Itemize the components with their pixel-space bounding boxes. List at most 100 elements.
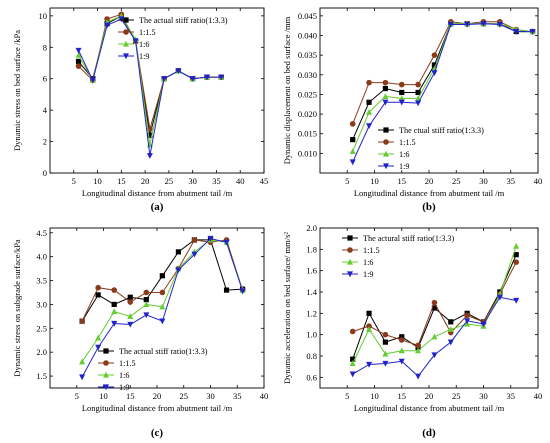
legend-marker xyxy=(103,348,109,354)
data-point xyxy=(382,360,389,367)
legend: The actual stiff ratio(1:3.3) 1:1.5 1:6 1:9 xyxy=(118,16,228,61)
chart-panel: 5 10 15 20 25 30 35 40 1.5 2.0 2.5 3.0 3.5 4.0 4.5 Long… xyxy=(12,227,269,439)
y-tick-label: 3.0 xyxy=(36,299,47,309)
legend-marker xyxy=(123,17,129,23)
data-point xyxy=(95,284,101,291)
data-point xyxy=(146,153,153,159)
data-point xyxy=(189,76,196,82)
x-tick-label: 35 xyxy=(212,176,221,186)
x-tick-label: 20 xyxy=(141,176,150,186)
legend-marker xyxy=(103,360,109,366)
data-point xyxy=(513,28,520,35)
data-point xyxy=(203,74,210,81)
data-point xyxy=(447,21,454,28)
x-tick-label: 10 xyxy=(370,176,379,186)
y-tick-label: 1.8 xyxy=(306,244,317,254)
y-tick-label: 4.0 xyxy=(36,252,47,262)
legend-label: 1:1.5 xyxy=(399,138,416,147)
legend-label: 1:1.5 xyxy=(363,246,380,255)
y-tick-label: 0.045 xyxy=(298,11,317,21)
x-axis-title: Longitudinal distance from abutment tail… xyxy=(354,188,505,198)
data-point xyxy=(79,318,85,324)
legend-marker xyxy=(383,163,389,170)
series-line xyxy=(352,23,533,163)
data-point xyxy=(75,47,82,54)
x-tick-label: 45 xyxy=(260,176,269,186)
x-tick-label: 10 xyxy=(99,391,108,401)
x-tick-label: 25 xyxy=(180,391,189,401)
data-point xyxy=(127,299,134,305)
x-tick-label: 20 xyxy=(153,391,162,401)
x-tick-label: 15 xyxy=(117,176,126,186)
data-point xyxy=(398,337,405,343)
x-tick-label: 30 xyxy=(188,176,197,186)
x-axis-title: Longitudinal distance from abutment tail… xyxy=(354,403,505,413)
panel-tag: (c) xyxy=(151,427,164,439)
legend: The actural stiff ratio(1:3.3) 1:1.5 1:6 1:… xyxy=(342,234,455,279)
y-axis-title: Dynamic stress on bed surface /kPa xyxy=(12,30,22,151)
data-point xyxy=(75,51,82,58)
legend-label: 1:9 xyxy=(363,270,373,279)
data-point xyxy=(111,287,117,293)
x-tick-label: 15 xyxy=(126,391,135,401)
data-point xyxy=(431,62,438,68)
data-point xyxy=(431,352,438,359)
x-tick-label: 15 xyxy=(398,391,407,401)
x-tick-label: 35 xyxy=(233,391,242,401)
data-point xyxy=(95,292,101,298)
series-line xyxy=(352,21,533,125)
x-tick-label: 20 xyxy=(425,391,434,401)
legend-marker xyxy=(383,139,389,145)
data-point xyxy=(513,297,520,304)
data-point xyxy=(147,132,153,138)
x-tick-label: 40 xyxy=(260,391,269,401)
panel-tag: (b) xyxy=(422,201,436,213)
data-point xyxy=(349,159,356,166)
data-point xyxy=(366,310,372,316)
legend-marker xyxy=(383,150,389,157)
data-point xyxy=(118,16,125,23)
data-point xyxy=(127,313,134,319)
legend-label: The ctual stiff ratio(1:3.3) xyxy=(399,126,484,135)
y-axis-title: Dynamic displacement on bed surface /mm xyxy=(282,16,292,164)
y-tick-label: 0.040 xyxy=(298,31,317,41)
legend-marker xyxy=(383,127,389,133)
legend-label: 1:6 xyxy=(363,258,373,267)
data-point xyxy=(496,21,503,28)
legend-label: 1:9 xyxy=(399,162,409,171)
data-point xyxy=(529,28,536,35)
data-point xyxy=(398,95,405,101)
data-point xyxy=(75,63,82,69)
data-point xyxy=(382,93,389,99)
x-tick-label: 15 xyxy=(398,176,407,186)
y-axis-title: Dynamic stress on subgrade surface/kPa xyxy=(12,239,22,377)
legend-marker xyxy=(103,384,109,391)
data-point xyxy=(207,235,214,242)
x-tick-label: 5 xyxy=(345,391,349,401)
y-tick-label: 0.8 xyxy=(306,351,317,361)
data-point xyxy=(366,79,372,86)
x-tick-label: 5 xyxy=(75,391,79,401)
x-tick-label: 5 xyxy=(72,176,76,186)
y-tick-label: 1.0 xyxy=(306,330,317,340)
data-point xyxy=(382,350,389,357)
y-tick-label: 0.015 xyxy=(298,129,317,139)
y-tick-label: 2 xyxy=(43,137,47,147)
data-point xyxy=(415,347,422,354)
x-tick-label: 5 xyxy=(345,176,349,186)
data-point xyxy=(89,77,96,84)
legend-label: 1:1.5 xyxy=(119,359,136,368)
y-tick-label: 0.020 xyxy=(298,109,317,119)
data-point xyxy=(223,287,230,293)
data-point xyxy=(366,108,373,115)
data-point xyxy=(349,148,356,154)
data-point xyxy=(159,289,166,296)
data-point xyxy=(382,79,389,86)
data-point xyxy=(382,339,388,345)
legend-marker xyxy=(347,258,353,265)
data-point xyxy=(159,273,165,279)
y-tick-label: 8 xyxy=(43,42,47,52)
series-line xyxy=(81,239,244,362)
legend-marker xyxy=(123,29,129,35)
chart-panel: 5 10 15 20 25 30 35 40 0.6 0.8 1.0 1.2 1.4 1.6 1.8 2.0 L… xyxy=(282,223,542,439)
